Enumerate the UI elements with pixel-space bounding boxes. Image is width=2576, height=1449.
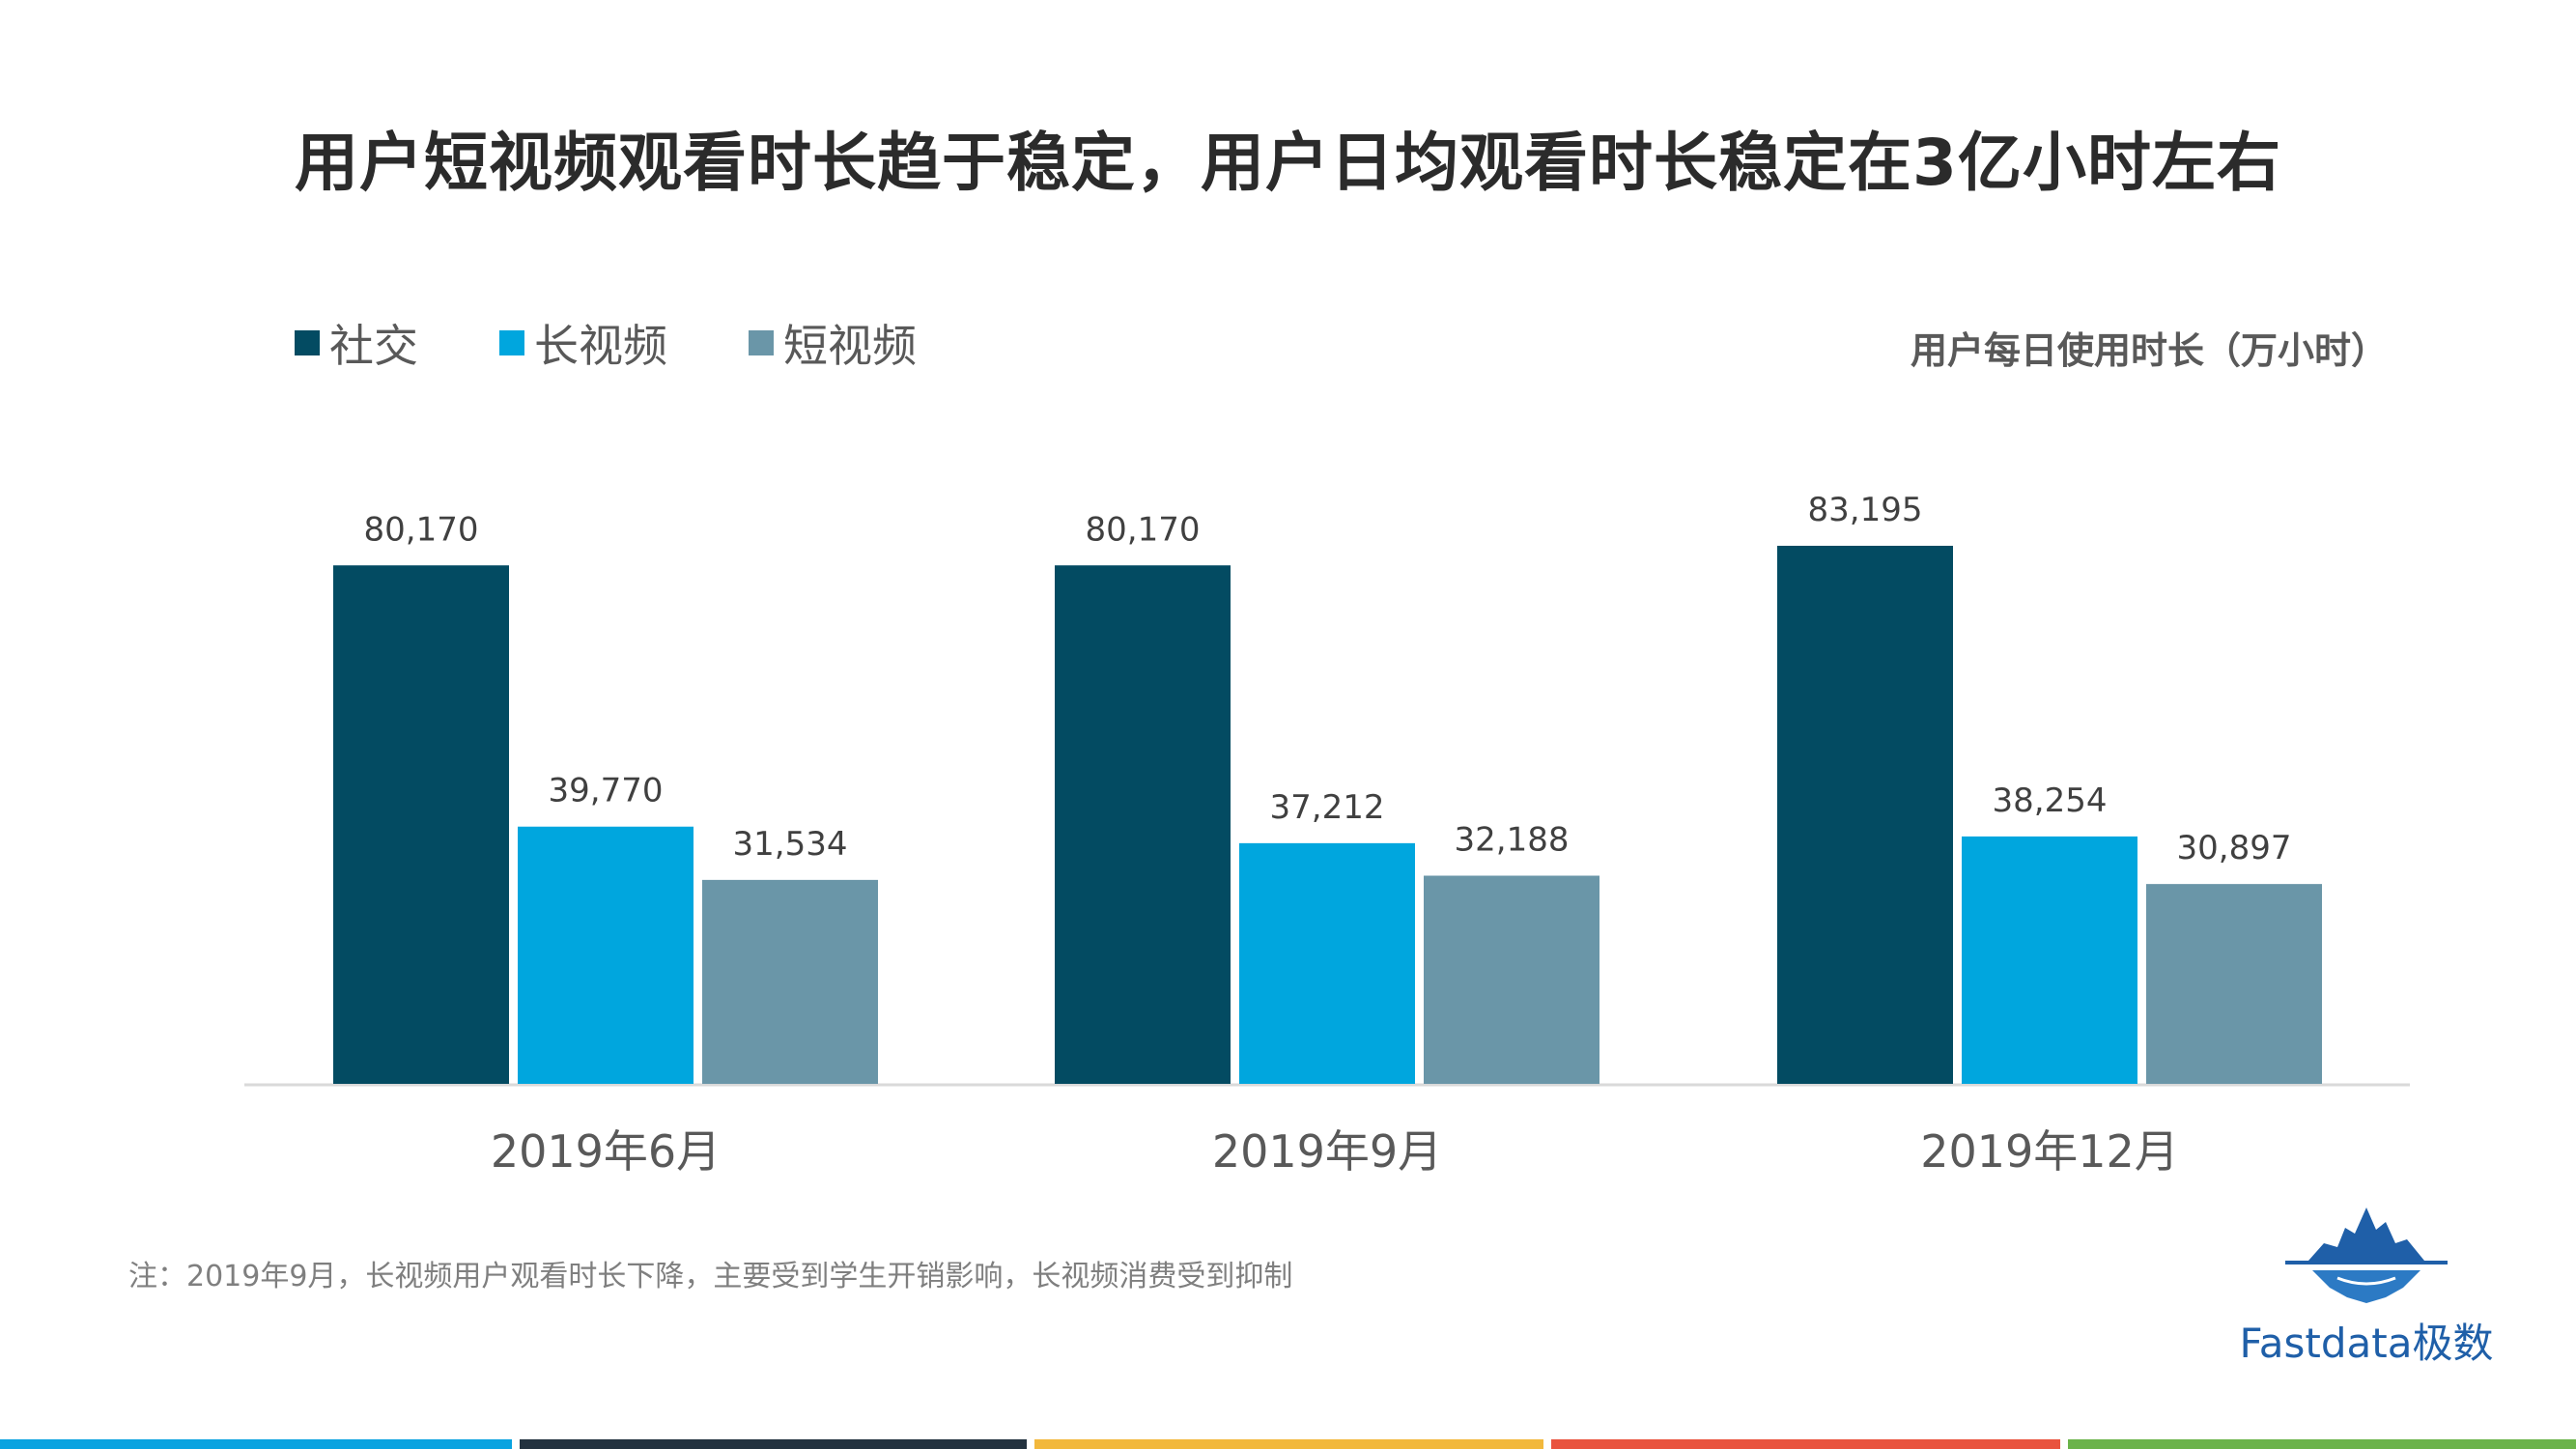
bar-long-video-1 bbox=[518, 826, 694, 1084]
bar-social-2 bbox=[1055, 565, 1231, 1084]
legend-swatch-long-video bbox=[499, 330, 524, 355]
footer-bar-2 bbox=[520, 1439, 1027, 1449]
bar-chart: 80,170 39,770 31,534 2019年6月 80,170 37,212 32,… bbox=[244, 491, 2410, 1178]
logo-text: Fastdata极数 bbox=[2239, 1320, 2494, 1367]
bar-social-3 bbox=[1777, 546, 1953, 1084]
data-label-short-video-1: 31,534 bbox=[733, 825, 848, 864]
legend-swatch-social bbox=[295, 330, 320, 355]
bar-short-video-2 bbox=[1424, 875, 1599, 1084]
data-label-long-video-2: 37,212 bbox=[1270, 788, 1385, 827]
data-label-social-1: 80,170 bbox=[364, 510, 479, 549]
x-tick-label-3: 2019年12月 bbox=[1920, 1125, 2179, 1178]
brand-logo: Fastdata极数 bbox=[2231, 1203, 2502, 1367]
data-label-long-video-1: 39,770 bbox=[549, 772, 664, 810]
legend-item-long-video: 长视频 bbox=[499, 311, 667, 375]
data-label-social-3: 83,195 bbox=[1808, 491, 1923, 529]
legend-label-short-video: 短视频 bbox=[783, 320, 917, 372]
footer-bar-4 bbox=[1551, 1439, 2060, 1449]
data-label-short-video-2: 32,188 bbox=[1455, 820, 1570, 859]
bar-long-video-2 bbox=[1239, 842, 1415, 1084]
x-tick-label-2: 2019年9月 bbox=[1212, 1125, 1442, 1178]
unit-label: 用户每日使用时长（万小时） bbox=[1910, 329, 2388, 372]
footnote: 注：2019年9月，长视频用户观看时长下降，主要受到学生开销影响，长视频消费受到… bbox=[128, 1260, 1293, 1293]
data-label-short-video-3: 30,897 bbox=[2177, 829, 2292, 867]
footer-bar-1 bbox=[0, 1439, 512, 1449]
legend-swatch-short-video bbox=[749, 330, 774, 355]
page-title: 用户短视频观看时长趋于稳定，用户日均观看时长稳定在3亿小时左右 bbox=[295, 126, 2281, 200]
legend-item-social: 社交 bbox=[295, 311, 418, 375]
x-tick-label-1: 2019年6月 bbox=[491, 1125, 721, 1178]
bar-short-video-1 bbox=[702, 879, 878, 1084]
footer-bar-3 bbox=[1034, 1439, 1543, 1449]
footer-bar-5 bbox=[2068, 1439, 2576, 1449]
data-label-long-video-3: 38,254 bbox=[1993, 781, 2108, 820]
legend-item-short-video: 短视频 bbox=[749, 311, 917, 375]
legend-label-long-video: 长视频 bbox=[534, 320, 667, 372]
bar-short-video-3 bbox=[2146, 884, 2322, 1084]
legend-label-social: 社交 bbox=[329, 320, 418, 372]
iceberg-logo-icon bbox=[2285, 1208, 2448, 1303]
data-label-social-2: 80,170 bbox=[1086, 510, 1201, 549]
bar-social-1 bbox=[333, 565, 509, 1084]
chart-legend: 社交 长视频 短视频 bbox=[295, 314, 998, 372]
bar-long-video-3 bbox=[1962, 836, 2137, 1084]
